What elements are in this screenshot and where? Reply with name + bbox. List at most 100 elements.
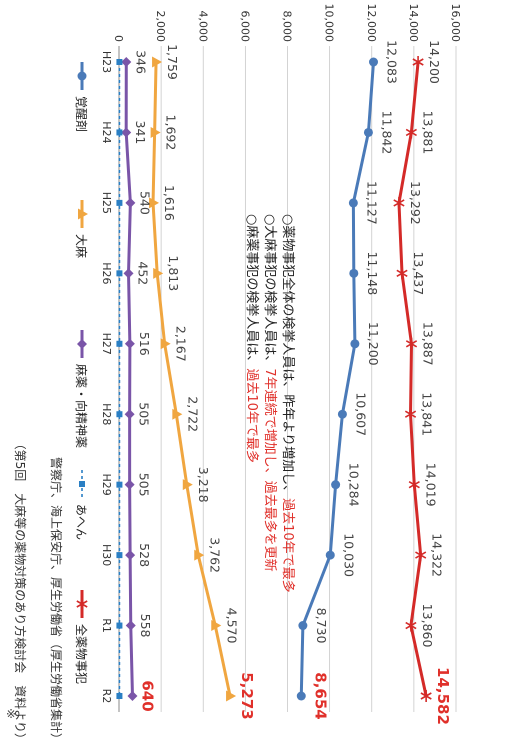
annotation-line: ○麻薬事犯の検挙人員は、過去10年で最多 <box>244 214 260 463</box>
data-label: 13,881 <box>420 111 435 155</box>
data-point <box>127 691 138 701</box>
data-point <box>404 408 417 421</box>
legend-label: 麻薬・向精神薬 <box>74 364 89 448</box>
data-label: 2,722 <box>185 396 200 432</box>
data-label: 14,019 <box>423 463 438 507</box>
y-tick-label: 8,000 <box>281 11 294 43</box>
data-label: 505 <box>137 402 152 426</box>
data-label: 13,887 <box>420 322 435 366</box>
x-tick-label: H28 <box>100 403 113 425</box>
data-point <box>408 478 420 491</box>
data-point <box>77 339 87 349</box>
data-label: 14,200 <box>427 40 442 84</box>
data-point <box>124 338 135 349</box>
annotation-part: ○麻薬事犯の検挙人員は、 <box>244 214 259 368</box>
data-label: 3,218 <box>196 467 211 503</box>
data-point <box>78 208 88 220</box>
data-point <box>149 197 160 209</box>
x-tick-label: H25 <box>100 192 113 214</box>
data-point <box>363 127 373 137</box>
data-point <box>116 411 123 418</box>
data-point <box>331 480 341 490</box>
data-point <box>350 339 360 349</box>
data-point <box>116 340 123 347</box>
data-point <box>153 267 164 279</box>
y-tick-label: 6,000 <box>238 11 251 43</box>
data-label: 346 <box>133 50 148 74</box>
data-point <box>123 268 134 279</box>
data-label: 10,030 <box>341 533 356 577</box>
corner-mark: ※ <box>6 707 16 721</box>
data-point <box>160 338 171 350</box>
data-point <box>116 481 123 488</box>
source-notes: 警察庁、海上保安庁、厚生労働省（厚生労働省集計） （第5回 大麻等の薬物対策のあり… <box>13 438 64 745</box>
asterisk-stroke <box>405 621 417 630</box>
legend-label: 全薬物事犯 <box>74 624 89 684</box>
asterisk-stroke <box>415 551 427 559</box>
series-layer <box>116 56 432 702</box>
x-tick-label: H24 <box>100 121 113 143</box>
series-line <box>151 61 232 697</box>
annotation-part: 7年連続で増加し、過去最多を更新 <box>262 368 278 571</box>
data-point <box>116 129 123 136</box>
data-point <box>116 270 123 277</box>
data-point <box>182 479 193 491</box>
data-label: 558 <box>138 614 153 638</box>
data-label: 4,570 <box>224 608 239 644</box>
series-line <box>299 61 375 697</box>
data-point <box>296 691 306 701</box>
data-label: 14,582 <box>434 667 452 725</box>
data-point <box>152 56 163 68</box>
y-tick-label: 14,000 <box>407 4 420 43</box>
data-label: 516 <box>137 332 152 356</box>
data-label: 1,616 <box>162 185 177 221</box>
data-point <box>412 56 424 68</box>
asterisk-stroke <box>420 692 432 700</box>
data-label: 1,813 <box>166 255 181 291</box>
y-tick-label: 16,000 <box>449 4 462 43</box>
data-point <box>211 620 222 632</box>
data-labels: 12,083 11,842 11,127 11,148 11,200 10,607 10,2… <box>133 40 452 725</box>
data-label: 11,127 <box>364 181 379 225</box>
data-point <box>79 481 85 487</box>
data-point <box>121 57 132 67</box>
data-label: 2,167 <box>174 326 189 362</box>
annotation-part: ○大麻事犯の検挙人員は、 <box>262 214 277 368</box>
series-line <box>124 61 134 697</box>
data-point <box>125 550 136 561</box>
data-point <box>116 59 123 65</box>
data-label: 8,730 <box>314 608 329 644</box>
asterisk-stroke <box>396 269 408 278</box>
data-point <box>405 126 417 139</box>
x-tick-label: R1 <box>100 618 113 633</box>
data-point <box>77 71 87 81</box>
data-label: 13,292 <box>408 181 423 225</box>
rotated-chart-group: 0 2,000 4,000 6,000 8,000 10,000 12,000 14,000 1… <box>13 4 462 746</box>
data-point <box>124 479 135 490</box>
data-label: 13,860 <box>420 604 435 648</box>
data-point <box>405 337 418 350</box>
data-point <box>121 127 132 138</box>
data-point <box>337 409 347 419</box>
x-tick-label: H23 <box>100 51 113 73</box>
data-point <box>420 690 432 702</box>
x-tick-label: H29 <box>100 474 113 496</box>
asterisk-stroke <box>408 480 420 489</box>
data-label: 3,762 <box>207 537 222 573</box>
data-point <box>172 408 183 420</box>
data-point <box>349 268 359 278</box>
data-point <box>116 199 123 206</box>
data-point <box>194 549 205 561</box>
data-point <box>76 598 88 610</box>
asterisk-stroke <box>405 340 418 348</box>
data-label: 13,437 <box>411 251 426 295</box>
data-label: 528 <box>137 543 152 567</box>
data-point <box>393 196 405 209</box>
series-line <box>397 61 428 697</box>
y-tick-label: 10,000 <box>323 4 336 43</box>
data-point <box>124 409 135 420</box>
data-point <box>116 552 123 559</box>
data-label: 13,841 <box>420 392 435 436</box>
legend-label: 覚醒剤 <box>74 96 89 132</box>
